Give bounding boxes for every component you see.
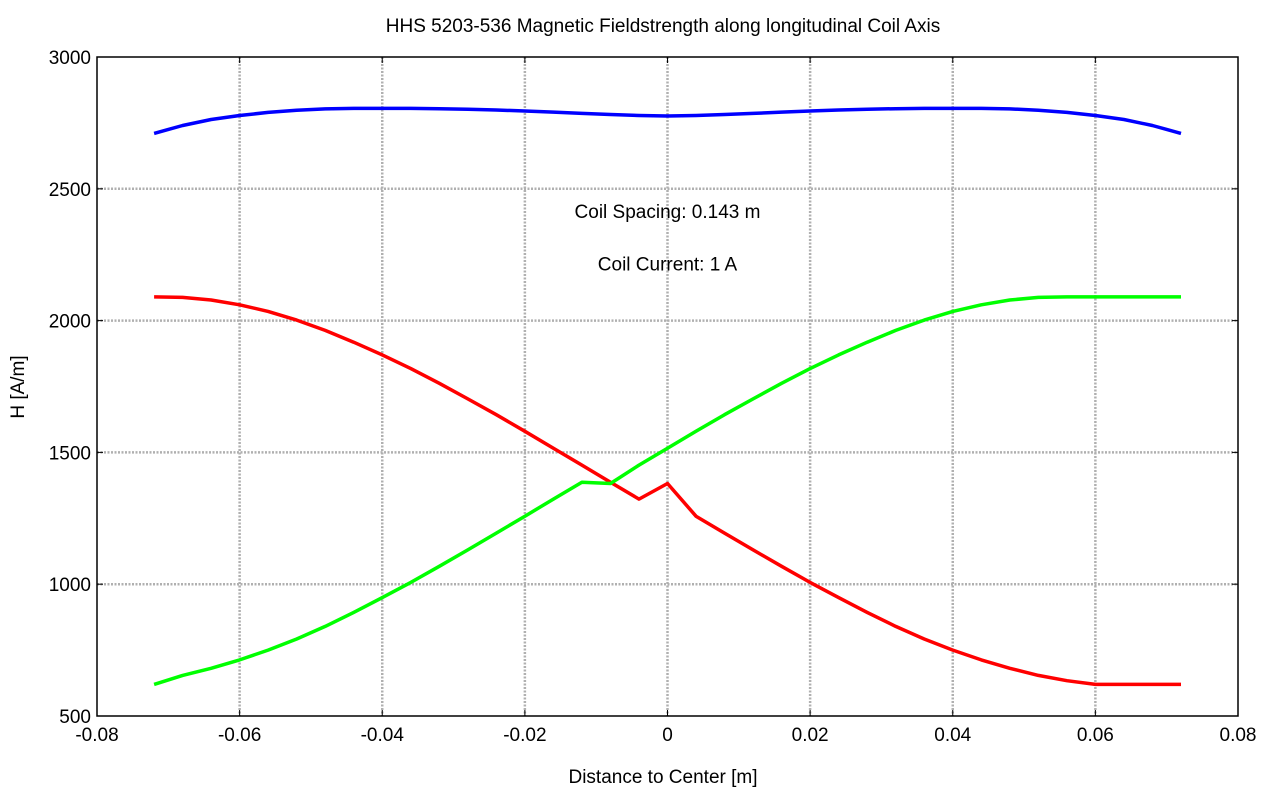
annotation-1: Coil Spacing: 0.143 m (575, 202, 761, 223)
x-tick-label: 0 (662, 725, 673, 746)
annotation-2: Coil Current: 1 A (598, 255, 738, 276)
y-tick-label: 1500 (49, 443, 91, 464)
x-tick-label: -0.04 (361, 725, 405, 746)
y-tick-label: 1000 (49, 575, 91, 596)
grid (97, 57, 1238, 716)
x-tick-label: -0.06 (218, 725, 261, 746)
plot-frame (96, 56, 1239, 717)
chart-title: HHS 5203-536 Magnetic Fieldstrength alon… (386, 16, 941, 37)
x-tick-label: 0.06 (1077, 725, 1114, 746)
series-line-1 (153, 106, 1182, 136)
x-tick-label: 0.04 (934, 725, 971, 746)
x-tick-label: 0.08 (1220, 725, 1257, 746)
x-tick-label: 0.02 (792, 725, 829, 746)
tick-layer: -0.08 -0.06 -0.04 -0.02 0 0.02 0.04 0.06 0.08 500… (49, 48, 1257, 746)
y-tick-label: 500 (59, 707, 91, 728)
y-tick-label: 2500 (49, 180, 91, 201)
y-tick-label: 3000 (49, 48, 91, 69)
x-tick-label: -0.02 (503, 725, 546, 746)
y-axis-label: H [A/m] (8, 355, 29, 418)
x-axis-label: Distance to Center [m] (568, 767, 757, 788)
series-line-2 (154, 295, 1181, 687)
series-layer (153, 106, 1182, 687)
x-tick-label: -0.08 (75, 725, 118, 746)
series-line-3 (153, 295, 1181, 687)
y-tick-label: 2000 (49, 312, 91, 333)
annotation-layer: Coil Spacing: 0.143 m Coil Current: 1 A (575, 202, 761, 276)
